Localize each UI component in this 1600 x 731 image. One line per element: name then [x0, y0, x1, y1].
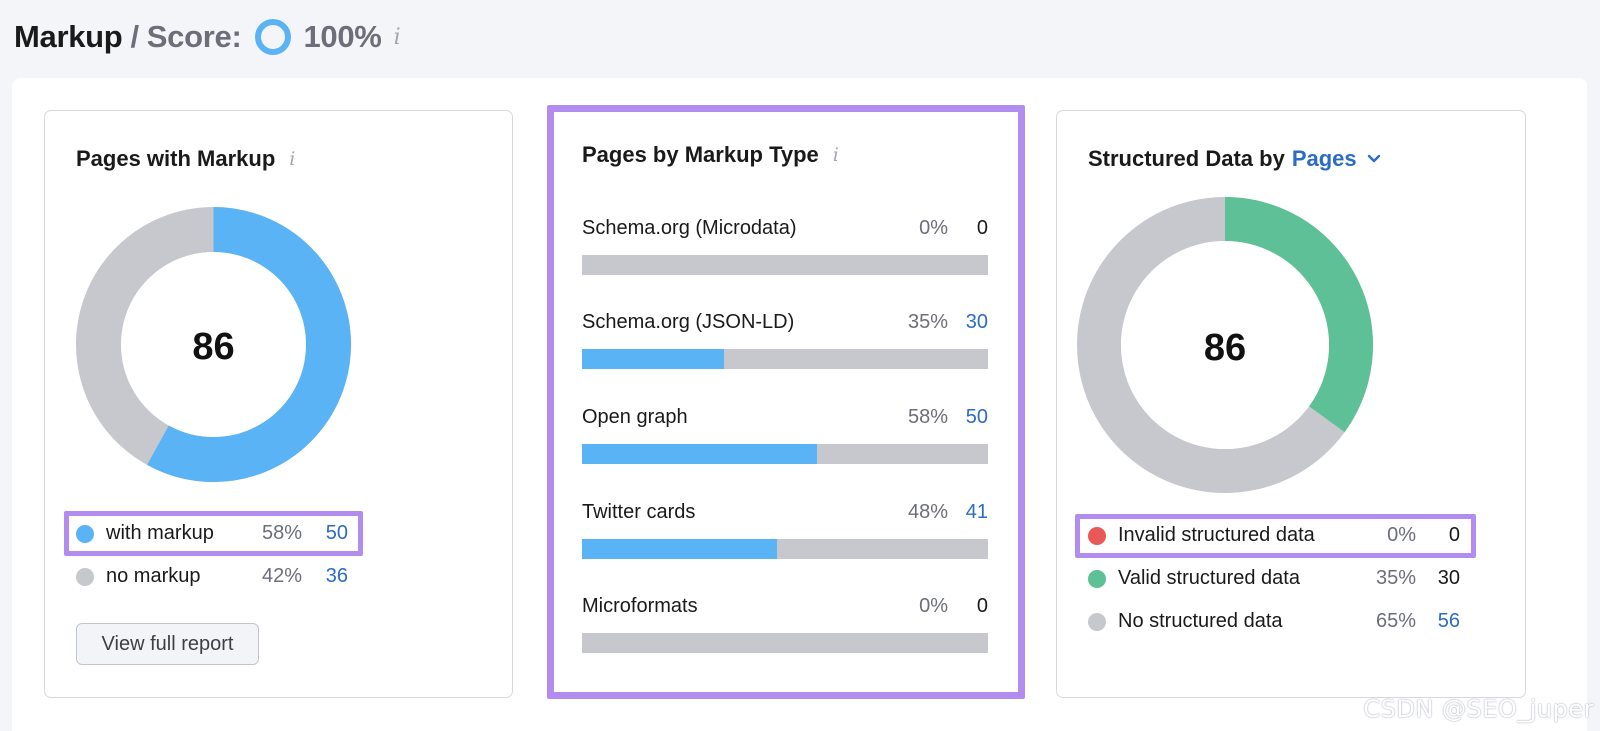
- legend-dot: [76, 524, 94, 543]
- markup-type-bar-track: [582, 349, 988, 369]
- markup-type-count: 0: [976, 217, 988, 239]
- legend-item-invalid[interactable]: Invalid structured data 0% 0: [1088, 514, 1468, 557]
- legend-pct: 35%: [1375, 567, 1416, 589]
- legend-count-link[interactable]: 50: [325, 522, 348, 544]
- view-full-report-button[interactable]: View full report: [76, 623, 259, 665]
- legend-dot: [76, 567, 94, 586]
- donut-hole: [121, 252, 306, 437]
- donut-total: 86: [1203, 327, 1247, 369]
- legend-count-link[interactable]: 56: [1437, 610, 1460, 632]
- pages-with-markup-legend: with markup 58% 50 no markup 42% 36: [76, 512, 351, 598]
- legend-label: Invalid structured data: [1118, 524, 1315, 546]
- score-ring-icon: [255, 19, 292, 55]
- markup-type-label: Schema.org (JSON-LD): [582, 311, 795, 333]
- legend-dot: [1088, 569, 1106, 588]
- markup-type-count-link[interactable]: 50: [965, 406, 988, 428]
- page-header: Markup / Score: 100% i: [14, 14, 401, 60]
- markup-type-label: Microformats: [582, 595, 698, 617]
- markup-type-count: 0: [976, 595, 988, 617]
- pages-with-markup-widget: Pages with Markup i 86 with markup 58% 5…: [44, 110, 513, 698]
- donut-segment-valid-structured-data[interactable]: [1077, 197, 1373, 493]
- legend-item-with-markup[interactable]: with markup 58% 50: [76, 512, 351, 555]
- markup-type-bar-track: [582, 444, 988, 464]
- legend-dot: [1088, 526, 1106, 545]
- markup-type-pct: 48%: [907, 501, 948, 523]
- legend-dot: [1088, 612, 1106, 631]
- markup-type-bar-track: [582, 633, 988, 653]
- breadcrumb-separator: /: [130, 19, 139, 54]
- legend-label: with markup: [106, 522, 214, 544]
- markup-type-bar-fill: [582, 539, 777, 559]
- legend-item-valid[interactable]: Valid structured data 35% 30: [1088, 557, 1468, 600]
- legend-pct: 0%: [1387, 524, 1416, 546]
- legend-item-none[interactable]: No structured data 65% 56: [1088, 600, 1468, 643]
- legend-item-no-markup[interactable]: no markup 42% 36: [76, 555, 351, 598]
- widget-title: Structured Data by Pages: [1088, 146, 1381, 172]
- markup-type-label: Open graph: [582, 406, 688, 428]
- donut-total: 86: [192, 326, 235, 368]
- donut-hole: [1121, 241, 1329, 449]
- markup-type-bar-track: [582, 539, 988, 559]
- legend-label: Valid structured data: [1118, 567, 1300, 589]
- score-label: Score:: [146, 19, 242, 54]
- structured-data-title: Structured Data by: [1088, 146, 1285, 171]
- legend-count-link[interactable]: 36: [325, 565, 348, 587]
- markup-type-label: Schema.org (Microdata): [582, 217, 797, 239]
- widget-title: Pages by Markup Type i: [582, 142, 839, 168]
- markup-type-count-link[interactable]: 41: [965, 501, 988, 523]
- legend-label: no markup: [106, 565, 201, 587]
- info-icon[interactable]: i: [289, 148, 296, 170]
- structured-data-donut[interactable]: [1077, 197, 1373, 493]
- pages-by-markup-type-widget: Pages by Markup Type i Schema.org (Micro…: [547, 105, 1025, 699]
- legend-count: 0: [1448, 524, 1460, 546]
- markup-type-count-link[interactable]: 30: [965, 311, 988, 333]
- chevron-down-icon[interactable]: [1367, 154, 1381, 164]
- donut-segment-with-markup[interactable]: [76, 207, 351, 482]
- markup-type-pct: 0%: [919, 595, 948, 617]
- pages-with-markup-title: Pages with Markup: [76, 146, 276, 171]
- widget-title: Pages with Markup i: [76, 146, 295, 172]
- score-info-icon[interactable]: i: [393, 24, 401, 50]
- legend-pct: 65%: [1375, 610, 1416, 632]
- markup-type-pct: 0%: [919, 217, 948, 239]
- pages-by-markup-type-title: Pages by Markup Type: [582, 142, 819, 167]
- score-value: 100%: [303, 19, 382, 54]
- structured-data-widget: Structured Data by Pages 86 Invalid stru…: [1056, 110, 1526, 698]
- markup-type-bar-fill: [582, 444, 818, 464]
- markup-type-label: Twitter cards: [582, 501, 696, 523]
- pages-with-markup-donut[interactable]: [76, 207, 351, 482]
- pages-selector-dropdown[interactable]: Pages: [1291, 146, 1357, 171]
- markup-type-bar-track: [582, 255, 988, 275]
- markup-type-pct: 58%: [907, 406, 948, 428]
- structured-data-legend: Invalid structured data 0% 0 Valid struc…: [1088, 514, 1468, 643]
- legend-count: 30: [1437, 567, 1460, 589]
- markup-type-pct: 35%: [907, 311, 948, 333]
- legend-pct: 42%: [261, 565, 302, 587]
- watermark: CSDN @SEO_juper: [1363, 695, 1594, 723]
- legend-label: No structured data: [1118, 610, 1283, 632]
- info-icon[interactable]: i: [832, 144, 839, 166]
- markup-type-bar-fill: [582, 349, 725, 369]
- legend-highlight-box: [64, 511, 363, 556]
- legend-highlight-box: [1075, 514, 1476, 558]
- legend-pct: 58%: [261, 522, 302, 544]
- breadcrumb-markup[interactable]: Markup: [14, 19, 123, 54]
